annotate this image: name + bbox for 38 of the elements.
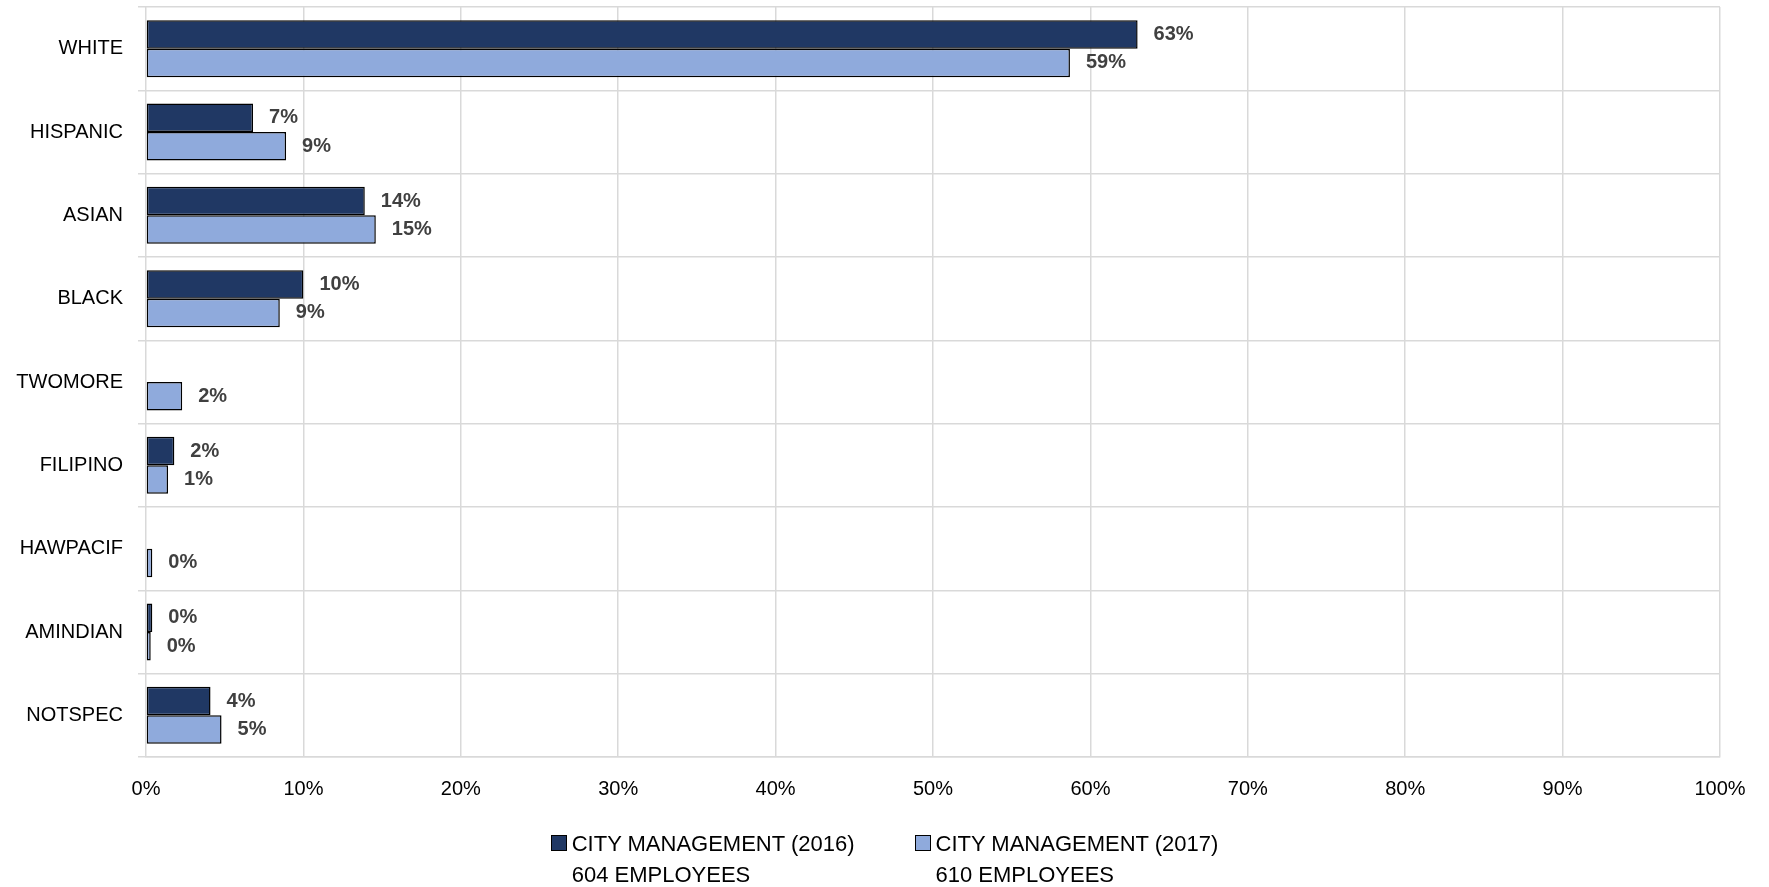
data-label: 10%: [319, 271, 360, 294]
data-label: 5%: [237, 717, 267, 740]
x-tick-label: 90%: [1542, 776, 1583, 799]
data-label: 9%: [302, 133, 332, 156]
y-tick-label: FILIPINO: [39, 452, 123, 475]
data-label: 0%: [168, 550, 198, 573]
x-tick-label: 40%: [755, 776, 796, 799]
x-tick-label: 0%: [131, 776, 161, 799]
legend-label: CITY MANAGEMENT (2017) 610 EMPLOYEES: [935, 830, 1219, 887]
x-tick-label: 70%: [1227, 776, 1269, 799]
data-label: 63%: [1153, 21, 1194, 44]
data-label: 14%: [380, 188, 422, 211]
data-label: 2%: [190, 438, 220, 461]
data-label: 4%: [226, 688, 256, 711]
data-label: 1%: [184, 467, 214, 490]
y-tick-label: AMINDIAN: [25, 619, 123, 642]
data-label: 59%: [1085, 50, 1127, 73]
data-label: 0%: [166, 633, 196, 656]
y-tick-label: HISPANIC: [30, 119, 123, 142]
y-tick-label: WHITE: [58, 36, 123, 59]
x-tick-label: 10%: [283, 776, 324, 799]
x-tick-label: 60%: [1070, 776, 1111, 799]
x-tick-label: 80%: [1385, 776, 1426, 799]
legend-label: CITY MANAGEMENT (2016) 604 EMPLOYEES: [571, 830, 855, 887]
x-tick-label: 100%: [1694, 776, 1746, 799]
y-tick-label: TWOMORE: [16, 369, 123, 392]
data-label: 7%: [269, 105, 299, 128]
x-tick-label: 20%: [440, 776, 482, 799]
data-label: 0%: [168, 605, 198, 628]
data-label: 15%: [391, 217, 433, 240]
data-label: 9%: [295, 300, 325, 323]
x-tick-label: 30%: [598, 776, 639, 799]
data-label: 2%: [198, 383, 228, 406]
x-tick-label: 50%: [912, 776, 954, 799]
y-tick-label: HAWPACIF: [19, 536, 123, 559]
y-tick-label: BLACK: [57, 286, 124, 309]
y-tick-label: ASIAN: [62, 202, 123, 225]
y-tick-label: NOTSPEC: [26, 702, 123, 725]
